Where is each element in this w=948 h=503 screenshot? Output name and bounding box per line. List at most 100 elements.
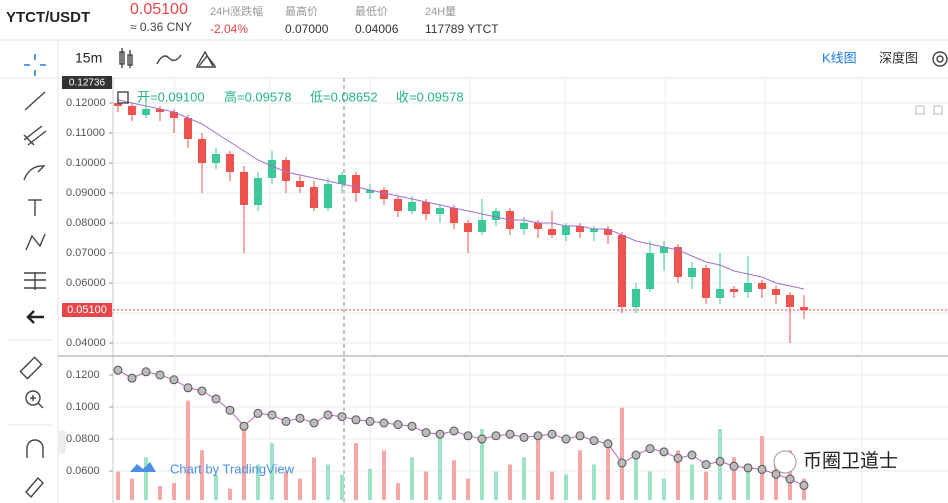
candle-body [688, 267, 696, 277]
volume-bar [214, 474, 218, 500]
candle-body [464, 222, 472, 232]
indicator-point [351, 415, 361, 425]
volume-bar [606, 443, 610, 500]
stat-label: 最低价 [355, 5, 388, 18]
volume-bar [130, 478, 134, 500]
candle-body [422, 201, 430, 214]
volume-bar [494, 471, 498, 500]
indicator-point [393, 420, 403, 430]
candle-body [590, 228, 598, 232]
candle-body [226, 153, 234, 172]
candle-body [576, 225, 584, 232]
trendline-tool[interactable] [24, 91, 46, 111]
text-tool[interactable] [28, 199, 42, 216]
crosshair-label-box [62, 76, 112, 89]
last-price-label: 0.05100 [67, 304, 107, 316]
zoom-tool[interactable] [25, 390, 44, 409]
candle-body [632, 288, 640, 307]
indicator-point [449, 426, 459, 436]
volume-bar [396, 482, 400, 500]
brush-tool[interactable] [23, 165, 46, 181]
volume-bar [326, 464, 330, 500]
candle-body [618, 234, 626, 307]
volume-bar [438, 436, 442, 500]
indicator-point [365, 416, 375, 426]
indicator-point [799, 480, 809, 490]
ohlc-legend: 开=0.09100 [137, 89, 205, 104]
stat-value: 117789 YTCT [425, 22, 499, 36]
candle-body [674, 246, 682, 277]
candle-body [212, 153, 220, 163]
volume-bar [144, 457, 148, 500]
cny: ≈ 0.36 CNY [130, 20, 192, 34]
y-tick-label: 0.08000 [66, 217, 106, 229]
volume-bar [116, 471, 120, 500]
indicator-point [589, 436, 599, 446]
y-tick-label: 0.11000 [66, 127, 105, 139]
candle-icon[interactable] [119, 48, 133, 68]
volume-bar [284, 471, 288, 500]
candle-body [184, 117, 192, 139]
crosshair-tool[interactable] [24, 54, 46, 76]
stat-value: 0.07000 [285, 22, 329, 36]
volume-bar [452, 460, 456, 500]
volume-bar [186, 400, 190, 500]
back-tool[interactable] [26, 310, 44, 324]
candle-body [450, 207, 458, 223]
indicator-point [533, 431, 543, 441]
measure-tool[interactable] [24, 272, 46, 290]
lock-tool[interactable] [25, 476, 44, 499]
settings-icon[interactable] [932, 51, 948, 67]
candle-body [758, 282, 766, 289]
indicator-point [617, 458, 627, 468]
indicator-point [757, 464, 767, 474]
indicator-point [141, 367, 151, 377]
pattern-tool[interactable] [25, 233, 46, 251]
indicator-point [561, 434, 571, 444]
volume-bar [592, 464, 596, 500]
candle-body [394, 198, 402, 211]
candle-body [534, 222, 542, 229]
indicator-point [309, 418, 319, 428]
indicator-point [379, 418, 389, 428]
volume-bar [648, 471, 652, 500]
volume-bar [298, 478, 302, 500]
candle-body [296, 180, 304, 187]
fib-tool[interactable] [23, 125, 47, 146]
volume-bar [424, 471, 428, 500]
volume-bar [172, 482, 176, 500]
indicator-point [631, 450, 641, 460]
indicator-point [743, 463, 753, 473]
v-grid [174, 78, 863, 503]
candle-body [492, 210, 500, 220]
candle-body [142, 108, 150, 115]
candle-body [548, 228, 556, 235]
volume-bar [228, 488, 232, 500]
volume-bar [410, 457, 414, 500]
legend-icon [117, 91, 129, 104]
candle-body [800, 306, 808, 310]
ruler-tool[interactable] [19, 356, 43, 380]
volume-bar [354, 443, 358, 500]
indicator-point [673, 453, 683, 463]
volume-bar [662, 478, 666, 500]
chart-tools[interactable] [915, 105, 943, 115]
indicator-icon[interactable] [196, 50, 216, 68]
crosshair-label: 0.12736 [69, 78, 106, 89]
tab-kline[interactable]: K线图 [822, 50, 857, 65]
indicator-point [337, 412, 347, 422]
candle-body [436, 207, 444, 214]
y-tick-label: 0.0800 [66, 433, 100, 445]
line-icon[interactable] [156, 54, 182, 65]
candle-body [282, 159, 290, 181]
stat-value: -2.04% [210, 22, 248, 36]
collapse-handle[interactable] [58, 430, 66, 454]
volume-bar [732, 457, 736, 500]
magnet-tool[interactable] [26, 439, 44, 458]
y-tick-label: 0.07000 [66, 247, 106, 259]
interval[interactable]: 15m [75, 50, 102, 66]
tab-depth[interactable]: 深度图 [879, 50, 918, 65]
indicator-point [211, 394, 221, 404]
